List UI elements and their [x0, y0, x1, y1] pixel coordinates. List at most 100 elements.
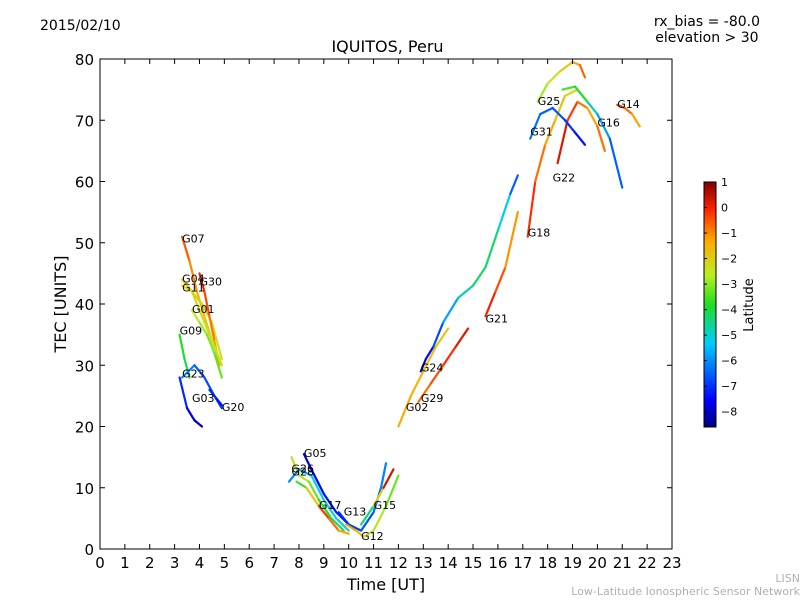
track-segment	[208, 333, 223, 367]
colorbar-tick-label: 1	[721, 176, 728, 189]
satellite-track-G22	[556, 100, 606, 165]
track-segment	[317, 505, 330, 520]
y-tick-label: 10	[75, 480, 94, 498]
track-segment	[576, 100, 589, 110]
chart-title: IQUITOS, Peru	[331, 37, 444, 56]
satellite-track-G12	[345, 474, 400, 538]
x-tick-label: 12	[389, 554, 408, 572]
satellite-track-G03	[178, 376, 204, 428]
y-tick-label: 80	[75, 51, 94, 69]
colorbar-tick-label: −4	[721, 304, 737, 317]
track-segment	[457, 284, 475, 299]
track-segment	[208, 388, 218, 401]
x-tick-label: 18	[538, 554, 557, 572]
satellite-label: G14	[617, 98, 640, 111]
track-segment	[551, 106, 567, 122]
track-segment	[496, 192, 512, 232]
x-tick-label: 20	[588, 554, 607, 572]
track-segment	[178, 376, 189, 410]
satellite-track-G16	[561, 85, 624, 189]
satellite-label: G16	[597, 116, 620, 129]
track-segment	[297, 474, 311, 483]
y-tick-label: 60	[75, 174, 94, 192]
track-segment	[556, 119, 569, 165]
x-tick-label: 5	[220, 554, 230, 572]
x-tick-label: 14	[439, 554, 458, 572]
satellite-label: G25	[538, 95, 561, 108]
x-tick-label: 16	[488, 554, 507, 572]
plot-frame	[99, 58, 673, 550]
y-axis-label: TEC [UNITS]	[51, 256, 70, 354]
bias-info: rx_bias = -80.0 elevation > 30	[654, 14, 760, 46]
track-segment	[183, 358, 191, 379]
satellite-label: G31	[530, 126, 553, 139]
track-segment	[429, 364, 445, 385]
x-tick-label: 1	[120, 554, 130, 572]
colorbar-tick-label: −8	[721, 406, 737, 419]
satellite-label: G21	[485, 312, 508, 325]
satellite-label: G02	[406, 401, 429, 414]
satellite-label: G23	[182, 367, 205, 380]
track-segment	[536, 82, 549, 103]
track-segment	[180, 364, 196, 379]
x-tick-label: 22	[638, 554, 657, 572]
satellite-label: G13	[344, 505, 367, 518]
track-segment	[330, 517, 345, 532]
track-segment	[546, 70, 562, 85]
track-segment	[360, 511, 375, 532]
satellite-track-G26	[290, 456, 345, 532]
track-segment	[484, 290, 497, 318]
satellite-label: G07	[182, 233, 205, 246]
track-segment	[198, 272, 206, 293]
track-segment	[573, 85, 589, 103]
track-segment	[586, 106, 599, 128]
x-tick-label: 10	[339, 554, 358, 572]
x-tick-label: 2	[145, 554, 155, 572]
track-segment	[372, 505, 388, 532]
satellite-label: G22	[553, 171, 576, 184]
colorbar-tick-label: −3	[721, 278, 737, 291]
x-tick-label: 19	[563, 554, 582, 572]
track-segment	[317, 498, 333, 520]
track-segment	[213, 351, 223, 379]
y-tick-label: 40	[75, 296, 94, 314]
track-segment	[193, 419, 204, 428]
satellite-label: G15	[374, 499, 397, 512]
track-segment	[188, 260, 199, 293]
track-segment	[185, 407, 196, 422]
track-segment	[180, 235, 191, 263]
satellite-track-G09	[178, 333, 191, 379]
footer-line2: Low-Latitude Ionospheric Sensor Network	[571, 585, 800, 598]
track-segment	[208, 315, 216, 342]
track-segment	[397, 394, 412, 428]
x-tick-label: 15	[463, 554, 482, 572]
footer-line1: LISN	[775, 572, 800, 585]
track-segment	[494, 266, 507, 293]
satellite-track-G25	[536, 60, 587, 103]
track-segment	[631, 113, 641, 128]
track-segment	[287, 468, 301, 483]
track-segment	[504, 211, 519, 269]
satellite-track-G30	[198, 272, 221, 367]
track-segment	[297, 468, 313, 477]
track-segment	[335, 517, 350, 532]
x-axis-label: Time [UT]	[346, 575, 425, 594]
track-segment	[554, 94, 567, 122]
track-segment	[327, 517, 340, 532]
track-segment	[417, 382, 432, 404]
satellite-track-G15	[360, 468, 395, 526]
satellite-label: G24	[421, 361, 444, 374]
track-segment	[616, 103, 626, 110]
satellite-track-G17	[295, 480, 350, 535]
track-segment	[471, 266, 487, 287]
x-tick-label: 6	[244, 554, 254, 572]
track-segment	[193, 364, 206, 379]
satellite-track-G18	[526, 88, 579, 238]
track-segment	[302, 452, 313, 471]
satellite-track-G21	[484, 211, 519, 318]
x-tick-label: 0	[95, 554, 105, 572]
satellite-label: G17	[319, 499, 342, 512]
track-segment	[322, 498, 338, 520]
colorbar-tick-label: −6	[721, 355, 737, 368]
